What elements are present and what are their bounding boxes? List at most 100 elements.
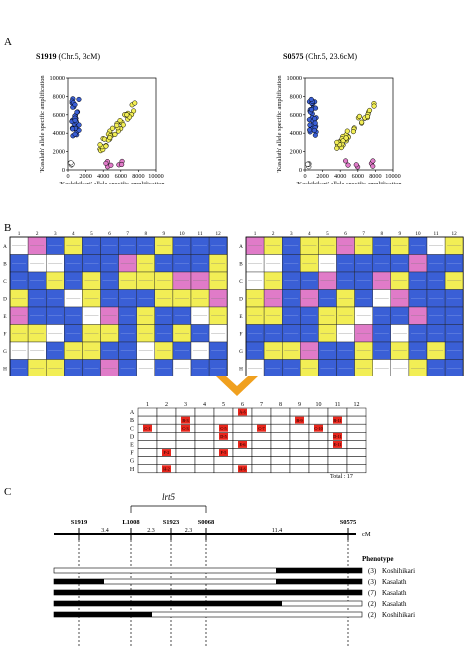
x-tick-label: 0: [303, 173, 306, 180]
plate-row-label: G: [239, 349, 243, 355]
scatter-title-left: S1919 (Chr.5, 3cM): [36, 52, 100, 61]
marker-label: S1919: [71, 519, 88, 526]
grid-col-label: 7: [260, 402, 263, 408]
plate-col-label: 12: [216, 231, 222, 237]
genetic-map: cM lrt5 S1919 L1008 S1923 S0068 S0575 3.4 2.3 2.3…: [53, 492, 415, 648]
grid-col-label: 1: [146, 402, 149, 408]
line-phenotype: Kasalath: [382, 589, 407, 597]
qtl-name: lrt5: [162, 492, 176, 502]
plate-cell: [282, 359, 301, 376]
data-point: [311, 127, 317, 133]
y-tick-label: 2000: [53, 149, 65, 156]
grid-cell: [308, 407, 329, 417]
data-point: [70, 126, 76, 132]
plate-row-label: D: [3, 296, 7, 302]
plate-row-label: H: [3, 366, 7, 372]
grid-cell: [327, 456, 348, 465]
distance-label: 3.4: [101, 528, 109, 534]
plate-cell: [426, 359, 446, 376]
plate-cell: [46, 359, 65, 376]
grid-cell: [251, 415, 272, 425]
recombinant-mark: [219, 432, 228, 440]
recombinant-mark: [181, 424, 190, 432]
data-point: [76, 122, 82, 128]
distance-label: 2.3: [147, 528, 155, 534]
grid-cell: [194, 464, 215, 474]
grid-cell: [308, 464, 329, 474]
plate-cell: [172, 359, 192, 376]
grid-cell: [270, 407, 291, 417]
plate-cell: [190, 359, 210, 376]
y-tick-label: 0: [62, 167, 65, 174]
data-point: [345, 162, 351, 168]
panel-label-a: A: [4, 36, 12, 48]
plate-col-label: 5: [90, 231, 93, 237]
plate-cell: [300, 359, 319, 376]
grid-cell: [175, 432, 196, 441]
plate-cell: [118, 359, 137, 376]
data-point: [72, 131, 78, 137]
grid-cell: [156, 440, 177, 449]
grid-cell: [232, 432, 253, 441]
recombinant-mark: [314, 424, 323, 432]
genotype-segment: [276, 568, 362, 573]
grid-cell: [289, 464, 310, 474]
data-point: [371, 103, 377, 109]
plate-col-label: 9: [163, 231, 166, 237]
grid-row-label: A: [130, 410, 135, 416]
grid-cell: [232, 456, 253, 465]
grid-cell: [289, 448, 310, 457]
grid-cell: [308, 448, 329, 457]
marker-name: S1919: [36, 52, 57, 61]
grid-cell: [346, 456, 367, 465]
plate-row-label: F: [4, 331, 7, 337]
grid-cell: [194, 432, 215, 441]
grid-cell: [251, 440, 272, 449]
y-tick-label: 6000: [290, 112, 302, 119]
plate-cell: [263, 359, 283, 376]
x-tick-label: 0: [66, 173, 69, 180]
plate-cell: [354, 359, 373, 376]
grid-cell: [270, 456, 291, 465]
plate-col-label: 1: [254, 231, 257, 237]
genotype-segment: [54, 612, 152, 617]
plate-cell: [408, 359, 428, 376]
grid-row-label: F: [130, 451, 134, 457]
data-point: [114, 122, 120, 128]
grid-cell: [327, 423, 348, 433]
x-tick-label: 8000: [369, 173, 381, 180]
x-tick-label: 10000: [385, 173, 400, 180]
x-tick-label: 6000: [352, 173, 364, 180]
plate-col-label: 2: [36, 231, 39, 237]
grid-cell: [327, 407, 348, 417]
recombinant-label: C-3: [182, 426, 188, 431]
recombinant-label: F-2: [164, 450, 170, 455]
grid-col-label: 8: [279, 402, 282, 408]
x-tick-label: 4000: [334, 173, 346, 180]
scatter-plot-s0575: 0 2000 4000 6000 8000 10000 0 2000 4000 6000 8000 1…: [276, 75, 402, 184]
y-tick-label: 4000: [290, 130, 302, 137]
recombinant-mark: [257, 424, 266, 432]
plate-row-label: E: [3, 314, 6, 320]
recombinant-label: A-6: [239, 410, 246, 415]
plate-cell: [154, 359, 174, 376]
grid-cell: [194, 415, 215, 425]
grid-cell: [346, 464, 367, 474]
plate-col-label: 11: [198, 231, 203, 237]
y-tick-label: 8000: [290, 93, 302, 100]
data-point: [132, 100, 138, 106]
y-tick-label: 6000: [53, 112, 65, 119]
grid-cell: [137, 440, 158, 449]
line-phenotype: Koshihikari: [382, 611, 415, 619]
recombinant-mark: [333, 432, 342, 440]
marker-name: S0575: [283, 52, 304, 61]
grid-cell: [175, 464, 196, 474]
grid-cell: [346, 423, 367, 433]
line-phenotype: Koshihikari: [382, 567, 415, 575]
recombinant-label: D-5: [220, 434, 227, 439]
recombinant-mark: [295, 416, 304, 424]
plate-cell: [100, 359, 119, 376]
plate-cell: [27, 359, 47, 376]
line-count: (2): [368, 611, 377, 619]
